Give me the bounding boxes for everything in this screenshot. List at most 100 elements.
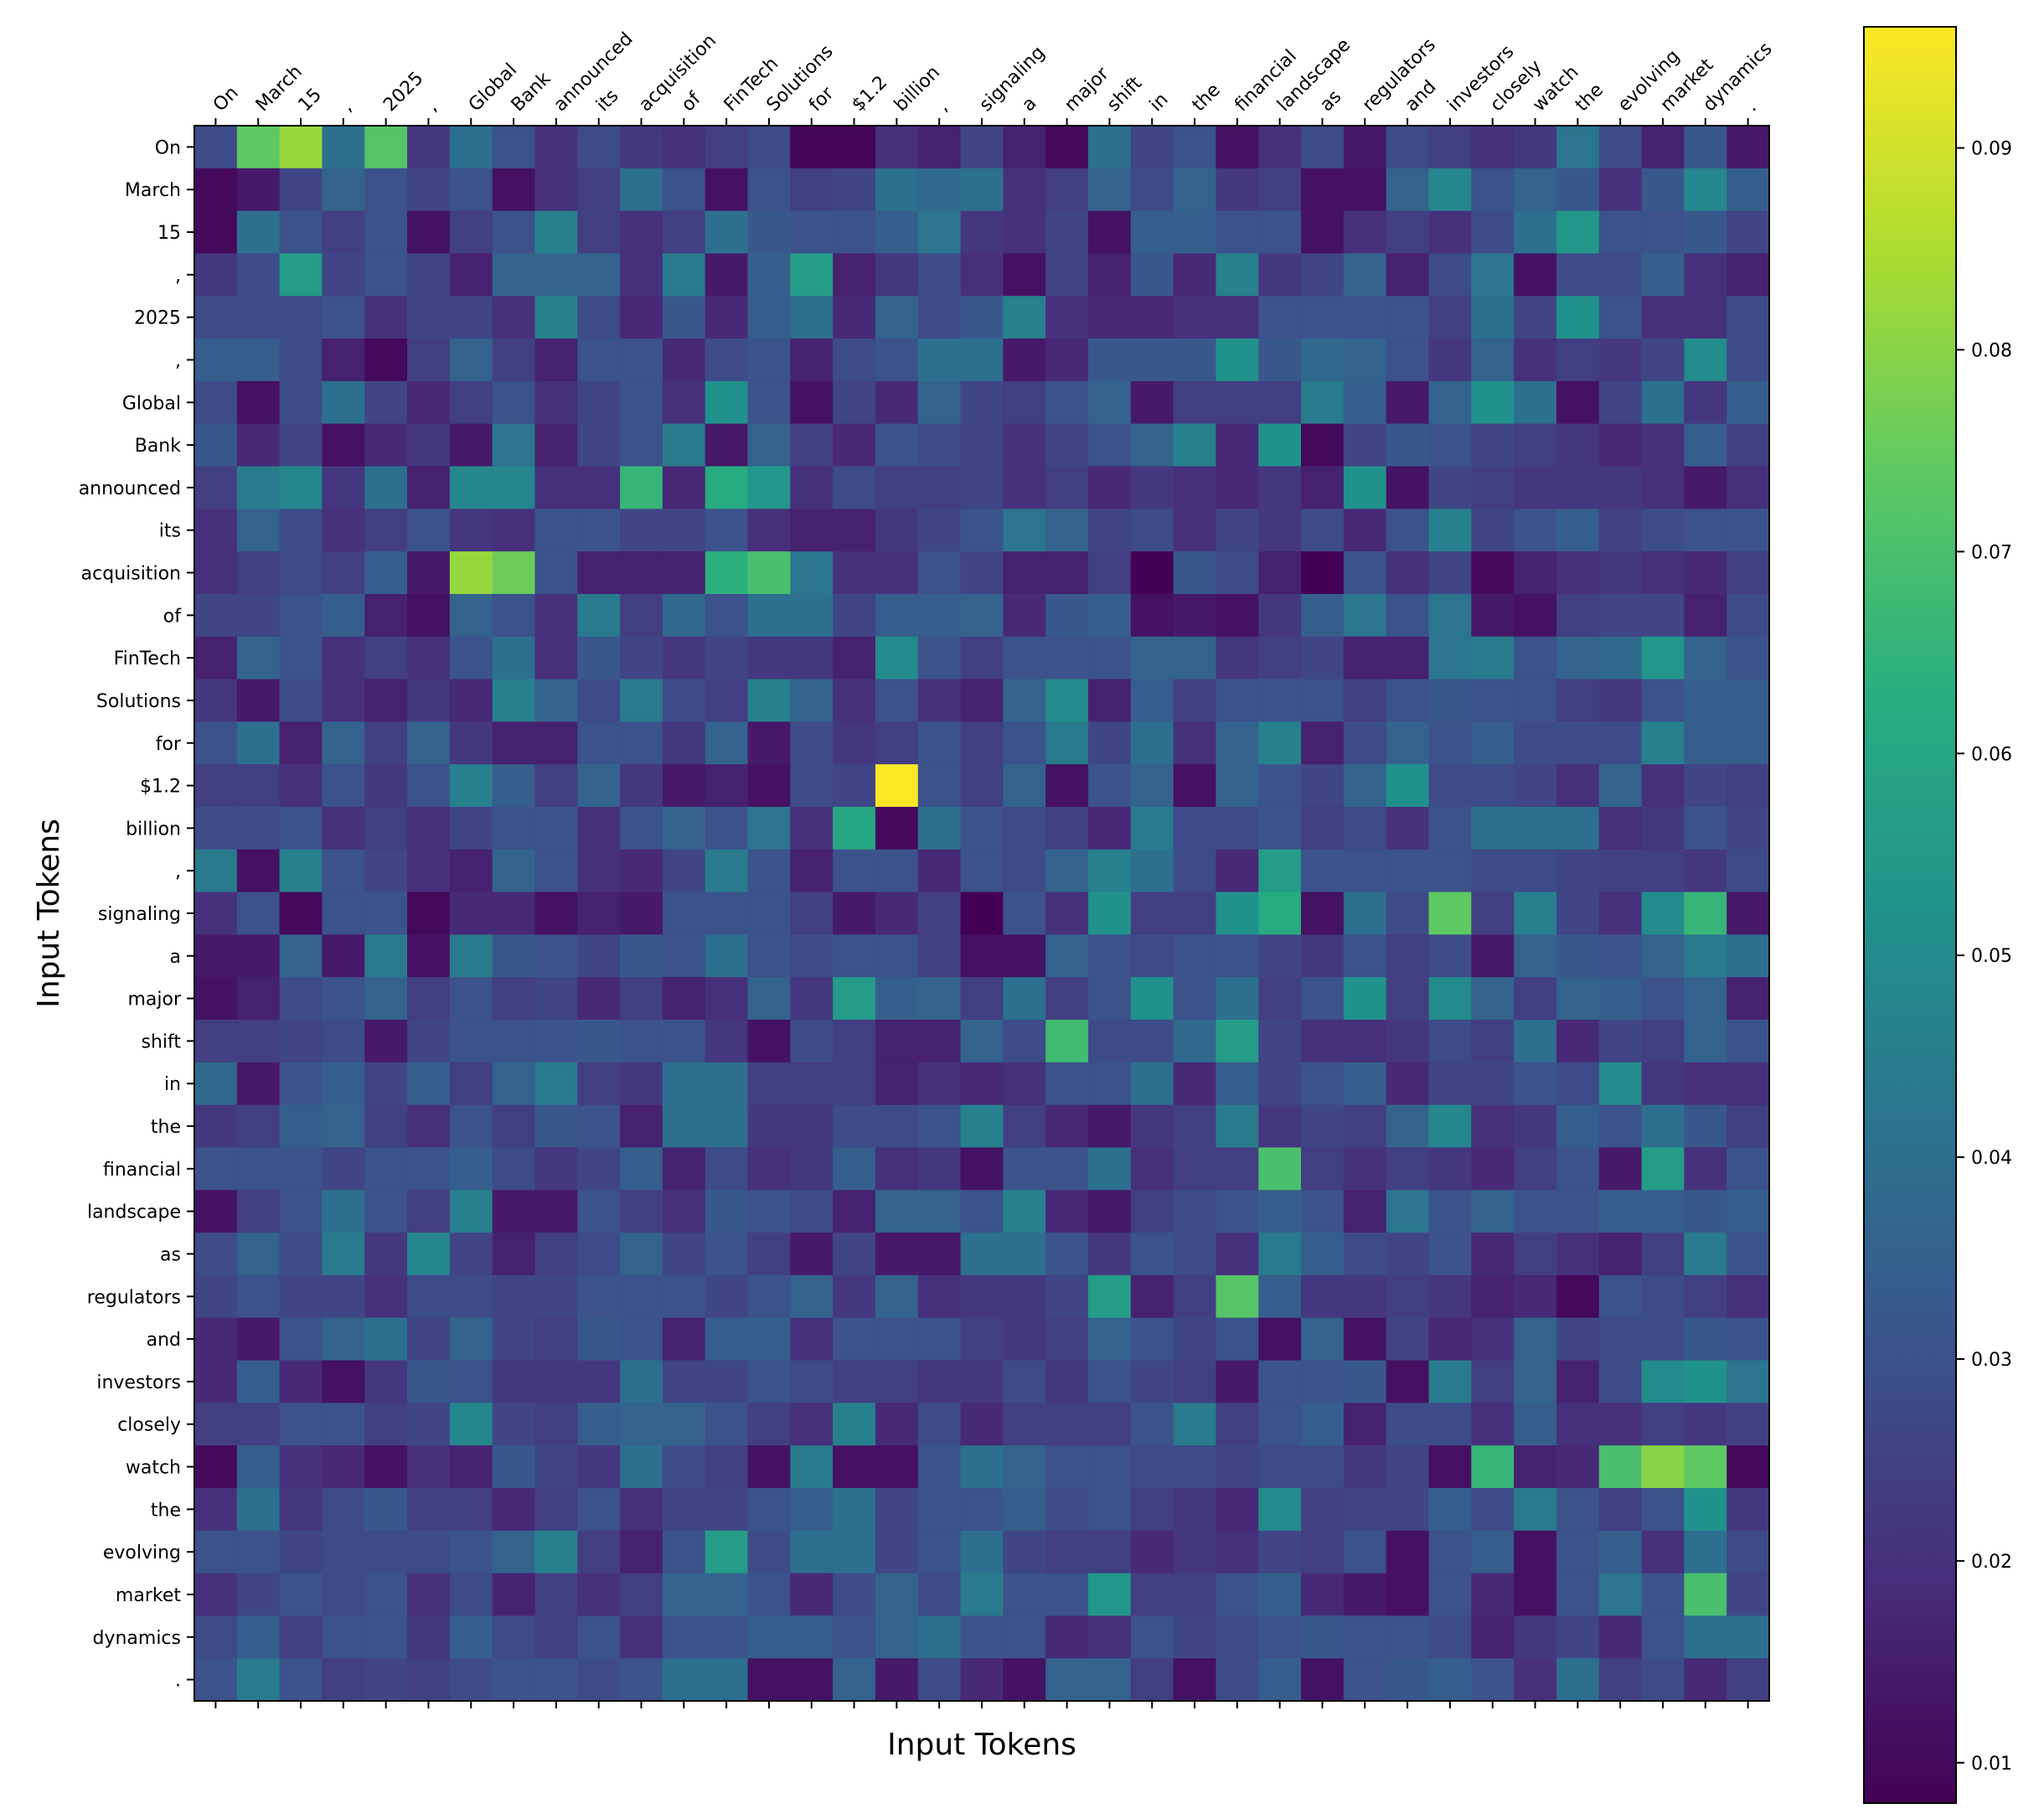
heatmap-cell [747, 977, 791, 1021]
heatmap-cell [236, 1658, 281, 1702]
heatmap-cell [747, 1530, 791, 1574]
heatmap-cell [1727, 168, 1770, 212]
heatmap-cell [1343, 1020, 1387, 1063]
heatmap-cell [705, 339, 749, 382]
heatmap-cell [1173, 466, 1217, 509]
heatmap-cell [1641, 849, 1685, 893]
heatmap-cell [875, 509, 919, 552]
heatmap-cell [1301, 1104, 1345, 1149]
heatmap-cell [1088, 1147, 1132, 1191]
heatmap-cell [1514, 764, 1557, 808]
heatmap-cell [1727, 1403, 1770, 1446]
heatmap-cell [705, 1020, 749, 1063]
heatmap-cell [534, 721, 578, 765]
heatmap-cell [1045, 679, 1089, 722]
heatmap-cell [236, 380, 281, 425]
heatmap-cell [705, 934, 749, 978]
heatmap-cell [1471, 1147, 1515, 1191]
heatmap-cell [407, 1317, 451, 1362]
heatmap-cell [1258, 636, 1302, 680]
heatmap-cell [1386, 423, 1430, 468]
heatmap-cell [1471, 1445, 1515, 1489]
heatmap-cell [1301, 423, 1345, 468]
heatmap-cell [322, 126, 365, 169]
heatmap-cell [1386, 764, 1430, 808]
heatmap-cell [1471, 636, 1515, 680]
heatmap-cell [1130, 423, 1174, 468]
heatmap-cell [322, 466, 365, 509]
heatmap-cell [492, 1233, 536, 1276]
heatmap-cell [1258, 551, 1302, 595]
heatmap-cell [960, 1317, 1004, 1362]
heatmap-cell [1301, 1530, 1345, 1574]
heatmap-cell [1727, 764, 1770, 808]
heatmap-cell [662, 977, 706, 1021]
heatmap-cell [407, 1190, 451, 1233]
heatmap-cell [492, 1403, 536, 1446]
heatmap-cell [1684, 126, 1727, 169]
heatmap-cell [960, 1020, 1004, 1063]
heatmap-cell [1216, 764, 1259, 808]
heatmap-cell [1428, 593, 1472, 638]
heatmap-cell [449, 339, 493, 382]
y-tick-label: and [147, 1330, 181, 1351]
heatmap-cell [407, 1062, 451, 1106]
heatmap-cell [236, 636, 281, 680]
heatmap-cell [1173, 296, 1217, 339]
heatmap-cell [1130, 509, 1174, 552]
heatmap-cell [1386, 1615, 1430, 1659]
y-tick-label: landscape [87, 1202, 181, 1223]
heatmap-cell [1258, 509, 1302, 552]
heatmap-cell [236, 1104, 281, 1149]
heatmap-cell [364, 423, 408, 468]
heatmap-cell [790, 679, 834, 722]
heatmap-cell [1556, 509, 1600, 552]
heatmap-cell [1641, 126, 1685, 169]
heatmap-cell [279, 1530, 323, 1574]
heatmap-cell [279, 1062, 323, 1106]
heatmap-cell [747, 1487, 791, 1532]
heatmap-cell [492, 636, 536, 680]
heatmap-cell [1386, 1530, 1430, 1574]
heatmap-cell [1216, 551, 1259, 595]
heatmap-cell [194, 1147, 238, 1191]
heatmap-cell [577, 253, 621, 297]
heatmap-cell [1301, 380, 1345, 425]
heatmap-cell [620, 1020, 663, 1063]
heatmap-cell [1727, 1317, 1770, 1362]
heatmap-cell [1386, 891, 1430, 935]
heatmap-cell [1258, 1615, 1302, 1659]
heatmap-cell [960, 551, 1004, 595]
heatmap-cell [1727, 1190, 1770, 1233]
heatmap-cell [1727, 126, 1770, 169]
heatmap-cell [1556, 1573, 1600, 1616]
heatmap-cell [790, 934, 834, 978]
heatmap-cell [705, 764, 749, 808]
heatmap-cell [492, 1190, 536, 1233]
heatmap-cell [449, 509, 493, 552]
heatmap-cell [705, 891, 749, 935]
heatmap-cell [705, 509, 749, 552]
heatmap-cell [960, 1445, 1004, 1489]
heatmap-cell [960, 1147, 1004, 1191]
heatmap-cell [1088, 1104, 1132, 1149]
heatmap-cell [620, 1487, 663, 1532]
heatmap-cell [279, 380, 323, 425]
heatmap-cell [747, 1403, 791, 1446]
heatmap-cell [790, 1530, 834, 1574]
heatmap-cell [790, 126, 834, 169]
colorbar [1863, 26, 1957, 1804]
heatmap-cell [236, 1615, 281, 1659]
x-tick-label: dynamics [1699, 39, 1776, 116]
heatmap-cell [833, 423, 876, 468]
heatmap-cell [1641, 593, 1685, 638]
heatmap-cell [364, 934, 408, 978]
heatmap-cell [364, 339, 408, 382]
heatmap-cell [1045, 721, 1089, 765]
heatmap-cell [279, 891, 323, 935]
heatmap-cell [1684, 1487, 1727, 1532]
heatmap-cell [747, 1104, 791, 1149]
heatmap-cell [790, 1487, 834, 1532]
heatmap-cell [1301, 551, 1345, 595]
heatmap-cell [279, 1360, 323, 1403]
